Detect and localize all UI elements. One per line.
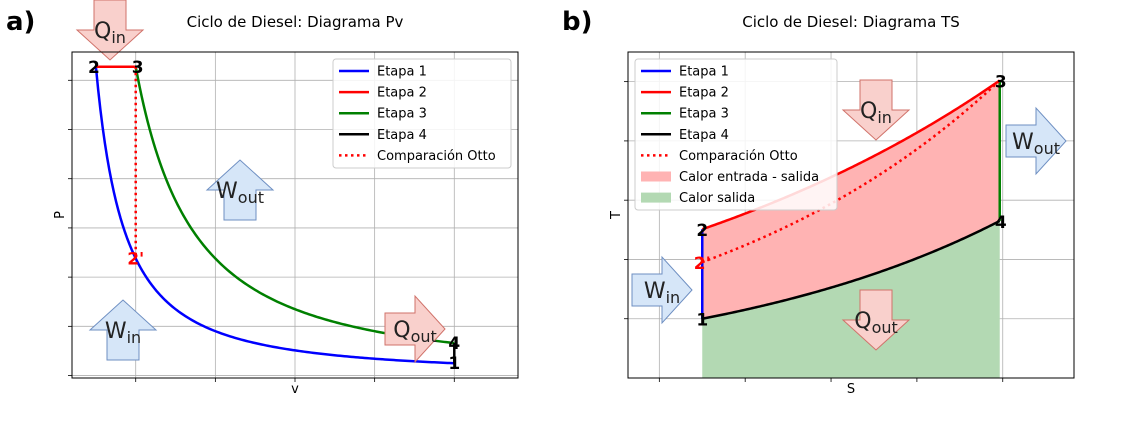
w-in-arrow (88, 299, 158, 361)
y-axis-label: T (609, 211, 624, 220)
legend-item-etapa-3-label: Etapa 3 (679, 107, 729, 122)
chart-title: Ciclo de Diesel: Diagrama TS (742, 13, 960, 31)
axes-frame (71, 51, 519, 379)
axes-frame (627, 51, 1075, 379)
w-out-arrow-label: Wout (1012, 130, 1060, 158)
y-axis-label: P (53, 211, 68, 219)
w-out-arrow (1005, 106, 1067, 176)
q-out-arrow (384, 294, 446, 364)
legend-item-comparaci-n-otto-label: Comparación Otto (679, 149, 798, 164)
legend-item-calor-entrada-salida-label: Calor entrada - salida (679, 170, 819, 185)
point-label-3: 3 (995, 72, 1007, 92)
q-in-arrow (75, 0, 145, 61)
point-label-4: 4 (995, 213, 1007, 233)
legend-item-etapa-2-label: Etapa 2 (679, 86, 729, 101)
q-in-arrow (841, 79, 911, 141)
legend-item-calor-entrada-salida-swatch (641, 171, 671, 182)
point-label-4: 4 (448, 334, 460, 354)
point-label-2: 2 (88, 58, 100, 78)
series-etapa-4 (702, 219, 1001, 320)
w-out-arrow (205, 159, 275, 221)
legend-frame (332, 58, 512, 169)
legend-item-calor-salida-label: Calor salida (679, 191, 755, 206)
legend-item-etapa-2-label: Etapa 2 (377, 86, 427, 101)
point-label-2: 2' (694, 254, 711, 274)
legend-item-calor-salida-swatch (641, 192, 671, 203)
legend: Etapa 1 Etapa 2 Etapa 3 Etapa 4 Comparación … (634, 58, 838, 211)
w-in-arrow (631, 255, 693, 325)
legend-item-comparaci-n-otto-label: Comparación Otto (377, 149, 496, 164)
legend-frame (634, 58, 838, 211)
point-label-2: 2 (696, 221, 708, 241)
x-axis-label: S (847, 382, 855, 397)
area-calor-salida (702, 220, 1000, 378)
area-calor-entrada-salida (702, 80, 1000, 319)
point-label-1: 1 (696, 311, 708, 331)
series-etapa-1 (94, 66, 455, 365)
legend-item-etapa-3-label: Etapa 3 (377, 107, 427, 122)
panel-label-a: a) (6, 7, 35, 37)
legend-item-etapa-1-label: Etapa 1 (679, 65, 729, 80)
legend: Etapa 1 Etapa 2 Etapa 3 Etapa 4 Comparación … (332, 58, 512, 169)
chart-title: Ciclo de Diesel: Diagrama Pv (187, 13, 404, 31)
q-out-arrow (841, 289, 911, 351)
series-etapa-2 (701, 79, 1001, 231)
legend-item-etapa-4-label: Etapa 4 (679, 128, 729, 143)
point-label-3: 3 (132, 58, 144, 78)
chart-ts: b) Ciclo de Diesel: Diagrama TS S T 1 2 3 4 2' Qi… (562, 7, 1075, 397)
point-label-1: 1 (448, 354, 460, 374)
legend-item-etapa-4-label: Etapa 4 (377, 128, 427, 143)
panel-label-b: b) (562, 7, 593, 37)
point-label-2: 2' (127, 250, 144, 270)
legend-item-etapa-1-label: Etapa 1 (377, 65, 427, 80)
q-in-arrow-label: Qin (860, 99, 892, 127)
x-axis-label: v (291, 382, 299, 397)
